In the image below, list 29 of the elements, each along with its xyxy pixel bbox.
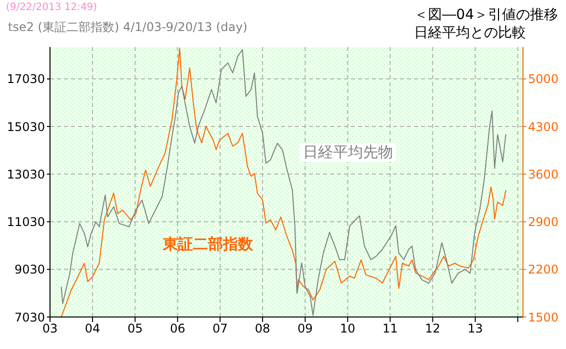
y2-tick-label: 3600: [528, 167, 559, 182]
text: 日経平均との比較: [414, 24, 528, 42]
y2-tick-label: 2900: [528, 215, 559, 230]
x-tick-label: 05: [127, 322, 143, 336]
x-tick-label: 06: [170, 322, 186, 336]
y-tick-label: 15030: [6, 120, 45, 134]
x-tick-label: 08: [254, 322, 270, 336]
text: (9/22/2013 12:49): [6, 2, 98, 13]
x-tick-label: 10: [340, 322, 356, 336]
x-tick-label: 12: [425, 322, 440, 336]
x-tick-label: 13: [468, 322, 483, 336]
chart-subtitle: ＜図―04＞引値の推移: [414, 6, 558, 24]
y-tick-label: 17030: [6, 72, 45, 86]
y2-tick-label: 2200: [528, 262, 559, 277]
y2-tick-label: 4300: [528, 120, 559, 134]
y2-tick-label: 5000: [528, 72, 559, 86]
x-tick-label: 04: [84, 322, 100, 336]
chart-title: tse2 (東証二部指数) 4/1/03-9/20/13 (day): [8, 19, 248, 36]
y-tick-label: 9030: [14, 262, 45, 277]
y-tick-label: 11030: [6, 215, 45, 230]
series-label: 東証二部指数: [162, 235, 254, 254]
x-tick-label: 11: [382, 322, 398, 336]
x-tick-label: 07: [212, 322, 228, 336]
y2-tick-label: 1500: [528, 310, 559, 324]
y-tick-label: 13030: [6, 167, 45, 182]
series-label: 日経平均先物: [300, 143, 396, 162]
x-tick-label: 03: [42, 322, 58, 336]
x-tick-label: 09: [298, 322, 313, 336]
y-tick-label: 7030: [14, 310, 45, 324]
